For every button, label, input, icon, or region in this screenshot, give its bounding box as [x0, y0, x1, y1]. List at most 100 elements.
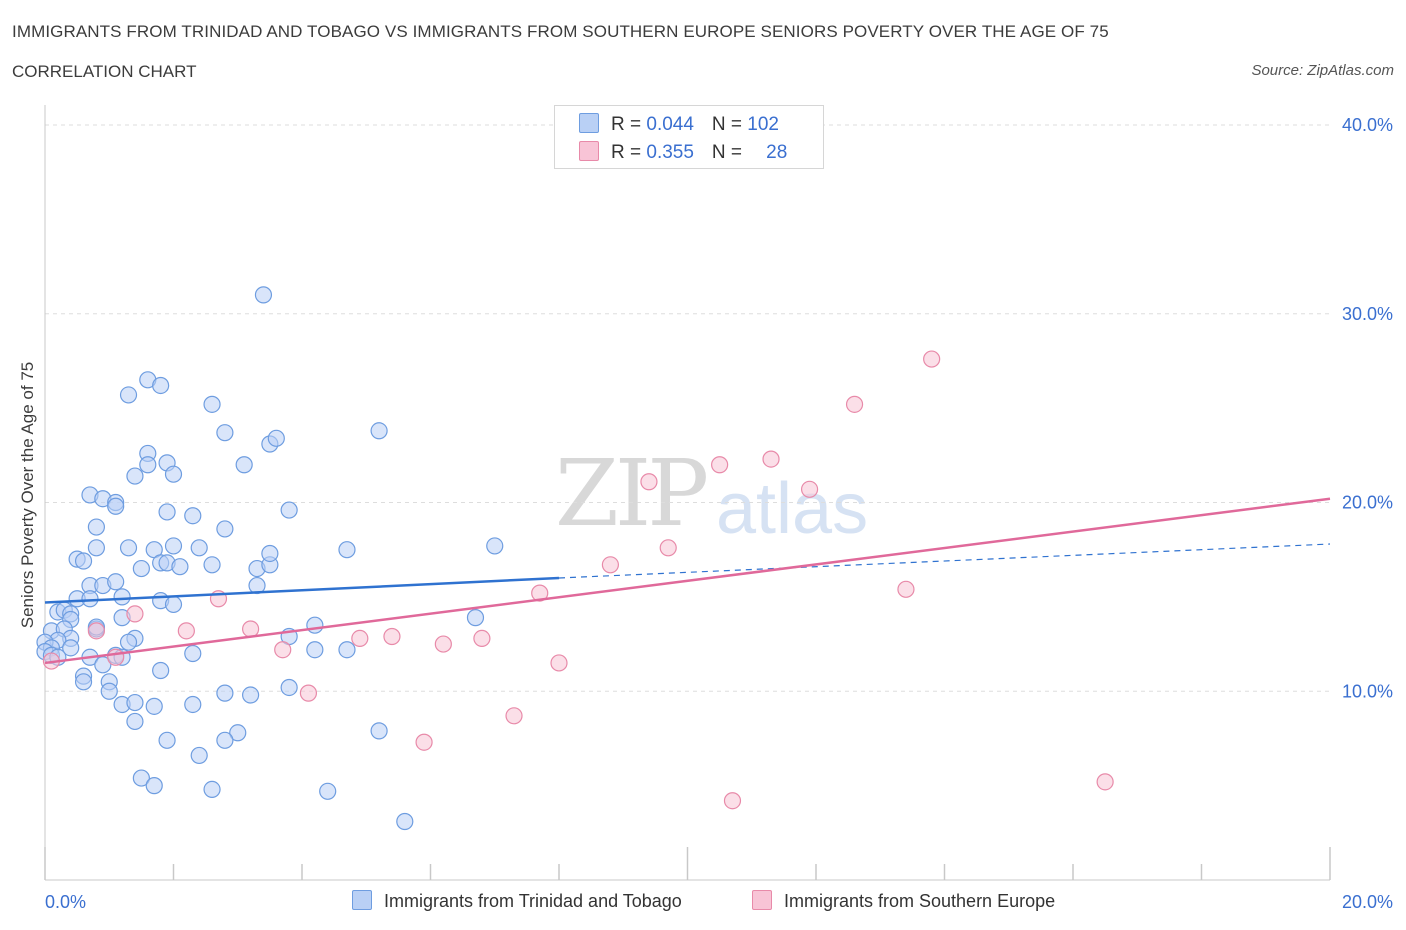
blue-data-point [370, 722, 388, 740]
blue-data-point [338, 641, 356, 659]
pink-data-point [87, 622, 106, 640]
blue-data-point [74, 673, 93, 691]
blue-data-point [190, 539, 208, 557]
blue-data-point [164, 537, 183, 555]
pink-data-point [299, 684, 318, 702]
pink-data-point [601, 556, 620, 574]
r-value-southern-europe: 0.355 [646, 142, 694, 163]
pink-data-point [1096, 773, 1114, 791]
blue-data-point [113, 588, 131, 606]
blue-data-point [184, 644, 202, 663]
x-tick-label: 20.0% [1342, 892, 1393, 912]
blue-data-point [126, 712, 144, 731]
watermark-atlas: atlas [716, 469, 869, 549]
pink-data-point [415, 733, 433, 751]
pink-data-point [505, 707, 523, 725]
legend-label-southern-europe: Immigrants from Southern Europe [784, 891, 1056, 911]
y-tick-label: 30.0% [1342, 304, 1393, 324]
blue-data-point [81, 590, 99, 608]
blue-data-point [235, 456, 253, 474]
blue-data-point [126, 467, 144, 485]
stats-row-trinidad: R = 0.044 N = 102 [579, 113, 779, 137]
pink-data-point [659, 539, 677, 557]
pink-data-point [897, 580, 915, 598]
blue-data-point [62, 639, 80, 657]
blue-data-point [119, 386, 138, 404]
blue-data-point [119, 539, 138, 557]
blue-data-point [87, 518, 106, 536]
blue-data-point [145, 777, 163, 795]
blue-data-point [119, 633, 138, 651]
blue-trend-extension [558, 543, 1331, 579]
blue-data-point [184, 507, 202, 525]
blue-data-point [158, 503, 176, 521]
blue-data-point [145, 697, 163, 715]
pink-swatch [579, 141, 599, 161]
blue-data-point [466, 609, 485, 627]
blue-data-point [203, 556, 221, 574]
blue-data-point [280, 678, 298, 697]
blue-data-point [306, 616, 324, 634]
blue-data-point [152, 376, 170, 395]
blue-data-point [152, 661, 170, 680]
blue-data-point [158, 731, 176, 749]
x-tick-label: 0.0% [45, 892, 86, 912]
pink-data-point [107, 648, 125, 666]
blue-data-point [306, 641, 324, 659]
watermark-zip: ZIP [555, 440, 709, 547]
blue-data-point [100, 682, 118, 700]
blue-swatch [352, 890, 372, 910]
blue-data-point [132, 559, 150, 578]
pink-data-point [473, 629, 491, 648]
pink-swatch [752, 890, 772, 910]
pink-data-point [550, 654, 568, 672]
r-label: R = [611, 114, 647, 135]
pink-data-point [242, 620, 260, 638]
n-value-southern-europe: 28 [766, 142, 788, 163]
source-credit: Source: ZipAtlas.com [1251, 62, 1394, 79]
blue-data-point [216, 731, 234, 749]
blue-data-point [190, 746, 208, 765]
blue-data-point [261, 544, 279, 563]
r-label: R = [611, 142, 647, 163]
y-tick-label: 10.0% [1342, 681, 1393, 701]
blue-data-point [107, 573, 125, 591]
stats-row-southern-europe: R = 0.355 N = 28 [579, 141, 787, 165]
blue-trend-line [44, 576, 560, 604]
y-tick-label: 40.0% [1342, 115, 1393, 135]
pink-data-point [126, 605, 144, 623]
y-tick-label: 20.0% [1342, 493, 1393, 513]
pink-data-point [351, 629, 369, 648]
blue-data-point [267, 429, 285, 447]
blue-data-point [216, 684, 234, 702]
pink-data-point [177, 622, 195, 640]
blue-data-point [203, 780, 221, 799]
blue-data-point [126, 693, 144, 712]
blue-data-point [132, 769, 150, 787]
blue-data-point [216, 424, 234, 442]
pink-data-point [711, 456, 729, 474]
y-axis-label: Seniors Poverty Over the Age of 75 [18, 361, 37, 629]
n-label: N = [711, 142, 748, 163]
pink-data-point [434, 635, 452, 653]
blue-data-point [74, 552, 93, 570]
blue-data-point [107, 497, 125, 515]
blue-data-point [87, 539, 106, 557]
pink-data-point [531, 584, 549, 602]
blue-data-point [254, 286, 273, 304]
n-value-trinidad: 102 [747, 114, 779, 135]
pink-data-point [845, 395, 864, 413]
blue-data-point [164, 595, 183, 614]
pink-data-point [762, 450, 780, 468]
blue-data-point [203, 395, 221, 413]
blue-swatch [579, 113, 599, 133]
blue-data-point [139, 456, 157, 474]
chart-title: IMMIGRANTS FROM TRINIDAD AND TOBAGO VS I… [12, 22, 1109, 41]
pink-trend-line [44, 497, 1331, 665]
blue-data-point [184, 695, 202, 714]
blue-data-point [171, 558, 189, 576]
pink-data-point [923, 350, 941, 368]
blue-data-point [164, 465, 183, 483]
blue-data-point [486, 537, 504, 555]
legend-label-trinidad: Immigrants from Trinidad and Tobago [384, 891, 682, 911]
